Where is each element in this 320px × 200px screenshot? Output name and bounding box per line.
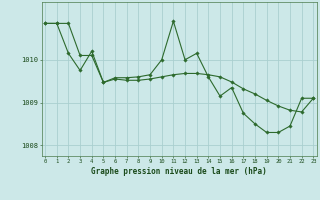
X-axis label: Graphe pression niveau de la mer (hPa): Graphe pression niveau de la mer (hPa) — [91, 167, 267, 176]
